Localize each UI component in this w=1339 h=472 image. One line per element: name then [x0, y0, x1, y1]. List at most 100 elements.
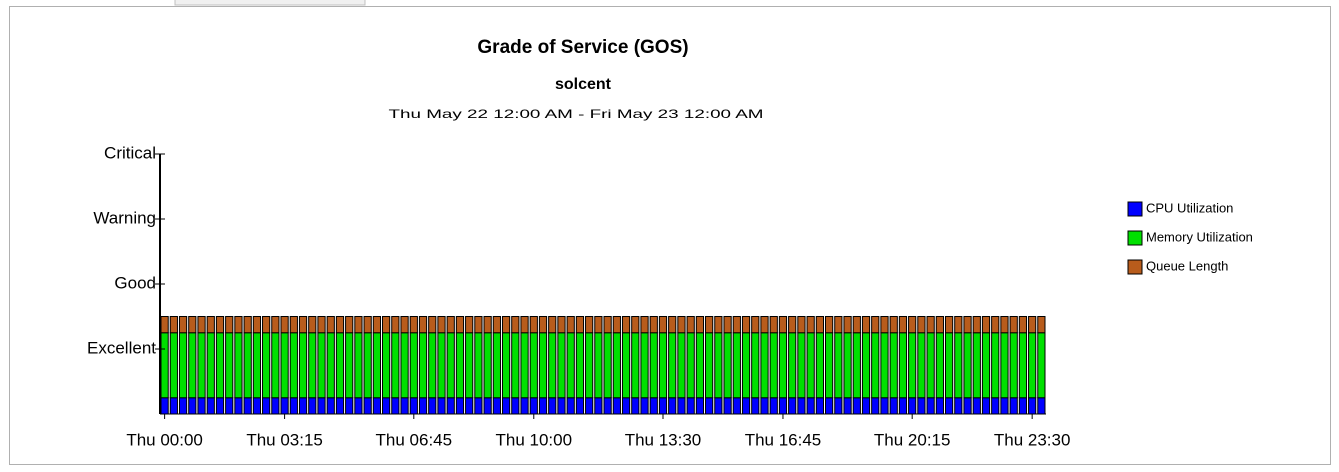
- bar-segment: [908, 397, 917, 415]
- chart-title: Grade of Service (GOS): [477, 37, 688, 58]
- bar-segment: [326, 332, 335, 399]
- bar-segment: [751, 332, 760, 399]
- bar-segment: [825, 332, 834, 399]
- bar-segment: [437, 397, 446, 415]
- bar-segment: [225, 397, 234, 415]
- bar-segment: [714, 397, 723, 415]
- bar-segment: [603, 397, 612, 415]
- bar-segment: [538, 316, 548, 334]
- x-tick-label: Thu 10:00: [496, 430, 573, 449]
- bar-segment: [511, 332, 520, 399]
- bar-segment: [935, 316, 944, 334]
- bar-segment: [455, 332, 465, 399]
- bar-segment: [917, 332, 926, 399]
- bar-segment: [575, 332, 585, 399]
- y-tick-label: Excellent: [87, 338, 156, 357]
- bar-segment: [409, 332, 418, 399]
- bar-segment: [908, 316, 917, 334]
- bar-segment: [705, 397, 714, 415]
- bar-segment: [926, 397, 935, 415]
- bar-segment: [917, 397, 926, 415]
- y-tick-label: Critical: [104, 143, 156, 162]
- bar-segment: [677, 332, 686, 399]
- bar-segment: [686, 316, 695, 334]
- bar-segment: [760, 332, 769, 399]
- bar-segment: [178, 332, 188, 399]
- bar-segment: [197, 397, 206, 415]
- bar-segment: [271, 397, 280, 415]
- bar-segment: [944, 316, 954, 334]
- x-tick-label: Thu 03:15: [246, 430, 323, 449]
- bar-segment: [557, 397, 566, 415]
- bar-segment: [594, 316, 603, 334]
- bar-segment: [631, 397, 640, 415]
- bar-segment: [382, 316, 391, 334]
- bar-segment: [437, 316, 446, 334]
- bar-segment: [714, 316, 723, 334]
- bar-segment: [621, 332, 631, 399]
- bar-segment: [178, 316, 188, 334]
- bar-segment: [372, 316, 382, 334]
- bar-segment: [280, 397, 289, 415]
- bar-segment: [880, 397, 889, 415]
- bar-segment: [317, 397, 326, 415]
- bar-segment: [797, 332, 806, 399]
- bar-segment: [926, 316, 935, 334]
- bar-segment: [511, 397, 520, 415]
- bar-segment: [806, 332, 815, 399]
- bar-segment: [981, 397, 991, 415]
- bar-segment: [298, 332, 308, 399]
- bar-segment: [501, 332, 511, 399]
- bar-segment: [234, 397, 243, 415]
- bar-segment: [169, 316, 178, 334]
- bar-segment: [695, 332, 705, 399]
- bar-segment: [206, 397, 215, 415]
- bar-segment: [769, 316, 778, 334]
- bar-segment: [280, 316, 289, 334]
- bar-segment: [1000, 316, 1009, 334]
- bar-segment: [778, 397, 788, 415]
- bar-segment: [825, 316, 834, 334]
- bar-segment: [788, 316, 797, 334]
- top-tab: [174, 0, 366, 6]
- bar-segment: [778, 316, 788, 334]
- bar-segment: [668, 316, 677, 334]
- bar-segment: [566, 332, 575, 399]
- bar-segment: [566, 397, 575, 415]
- bar-segment: [538, 332, 548, 399]
- bar-segment: [723, 332, 732, 399]
- bar-segment: [981, 316, 991, 334]
- bar-segment: [428, 332, 437, 399]
- bar-segment: [529, 332, 538, 399]
- bar-segment: [649, 397, 658, 415]
- bar-segment: [446, 316, 455, 334]
- bar-segment: [991, 332, 1000, 399]
- bar-segment: [668, 332, 677, 399]
- bar-segment: [861, 332, 871, 399]
- bar-segment: [834, 397, 843, 415]
- bar-segment: [289, 332, 298, 399]
- bar-segment: [944, 397, 954, 415]
- bar-segment: [612, 316, 621, 334]
- bar-segment: [935, 397, 944, 415]
- bar-segment: [778, 332, 788, 399]
- bar-segment: [705, 316, 714, 334]
- bar-segment: [1028, 332, 1037, 399]
- bar-segment: [345, 397, 354, 415]
- bar-segment: [160, 397, 169, 415]
- bar-segment: [225, 316, 234, 334]
- bar-segment: [455, 397, 465, 415]
- bar-segment: [548, 397, 557, 415]
- bar-segment: [308, 397, 317, 415]
- bar-segment: [963, 316, 972, 334]
- bar-segment: [631, 316, 640, 334]
- bar-segment: [843, 332, 852, 399]
- bar-segment: [640, 397, 649, 415]
- bar-segment: [889, 316, 898, 334]
- bar-segment: [621, 397, 631, 415]
- bar-segment: [501, 397, 511, 415]
- bar-segment: [557, 332, 566, 399]
- bar-segment: [1009, 397, 1018, 415]
- bar-segment: [243, 397, 252, 415]
- bar-segment: [935, 332, 944, 399]
